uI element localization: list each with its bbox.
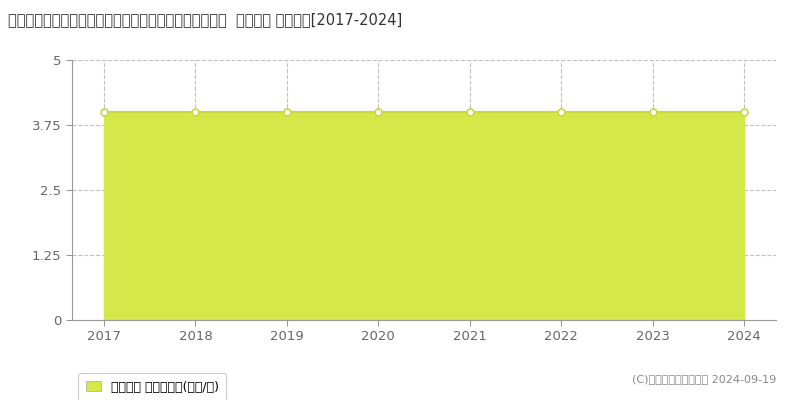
Text: 宮崎県児湯郡新富町大字上富田字中ノ丸３４００番５３  基準地価 地価推移[2017-2024]: 宮崎県児湯郡新富町大字上富田字中ノ丸３４００番５３ 基準地価 地価推移[2017… <box>8 12 402 27</box>
Legend: 基準地価 平均坪単価(万円/坪): 基準地価 平均坪単価(万円/坪) <box>78 373 226 400</box>
Text: (C)土地価格ドットコム 2024-09-19: (C)土地価格ドットコム 2024-09-19 <box>632 374 776 384</box>
